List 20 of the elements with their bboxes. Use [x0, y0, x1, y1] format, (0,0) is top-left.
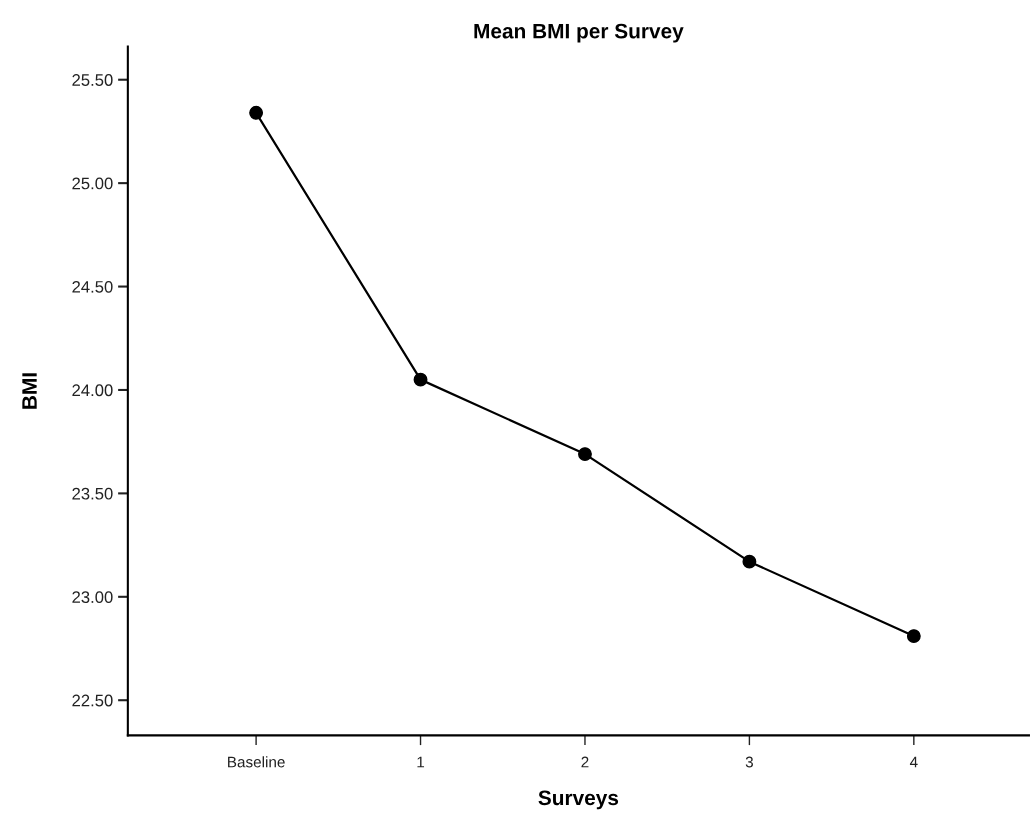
point [249, 105, 264, 120]
point [413, 372, 428, 387]
y-tick-label: 24.50 [72, 280, 113, 293]
point [906, 629, 921, 644]
x-tick-label: 3 [745, 756, 753, 768]
y-tick-label: 23.50 [72, 487, 113, 500]
point [578, 447, 592, 462]
x-tick-label: 4 [909, 756, 918, 768]
y-tick-label: 24.00 [72, 384, 113, 397]
y-tick-label: 25.00 [72, 177, 113, 190]
y-axis-title: BMI [22, 373, 37, 409]
x-tick-label: 1 [417, 756, 425, 768]
y-tick-label: 23.00 [72, 591, 113, 604]
x-axis-title: Surveys [538, 790, 619, 810]
y-tick-label: 25.50 [72, 74, 113, 86]
chart-title: Mean BMI per Survey [474, 23, 684, 43]
point [742, 554, 757, 569]
x-tick-label: 2 [581, 756, 589, 768]
y-tick-label: 22.50 [72, 694, 113, 707]
x-tick-label: Baseline [228, 756, 285, 768]
